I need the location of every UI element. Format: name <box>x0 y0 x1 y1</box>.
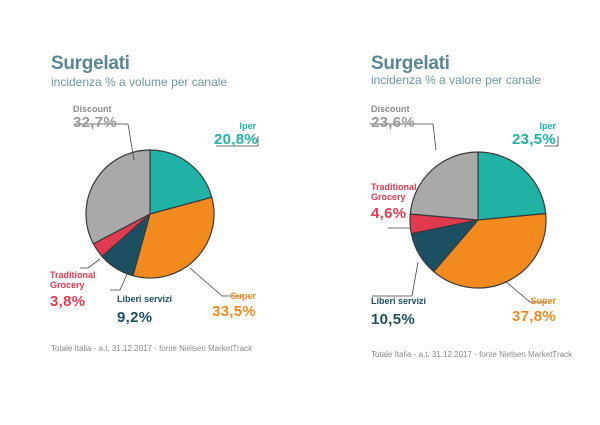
label-super-name: Super <box>530 296 556 306</box>
label-super-value: 33,5% <box>211 303 256 320</box>
pie-slice-discount <box>85 149 151 245</box>
pie-slice-super <box>433 213 547 289</box>
label-iper-value: 23,5% <box>511 131 556 148</box>
label-liberi-value: 10,5% <box>371 311 416 328</box>
chart-title: Surgelati <box>51 53 130 74</box>
chart-panel-valore: Surgelati incidenza % a valore per canal… <box>300 0 600 425</box>
chart-subtitle: incidenza % a volume per canale <box>51 75 228 89</box>
label-iper-value: 20,8% <box>214 131 259 148</box>
pie-slice-iper <box>149 149 213 215</box>
label-liberi-value: 9,2% <box>117 309 153 326</box>
chart-subtitle: incidenza % a valore per canale <box>371 73 542 87</box>
label-iper: Iper 23,5% <box>508 121 556 148</box>
label-trad-name-2: Grocery <box>371 192 406 202</box>
label-trad-value: 3,8% <box>50 293 86 310</box>
label-trad-value: 4,6% <box>371 205 407 222</box>
label-iper-name: Iper <box>239 121 256 131</box>
label-trad-name-1: Traditional <box>371 182 417 192</box>
label-super: Super 37,8% <box>508 296 556 325</box>
pie-slice-super <box>132 196 215 279</box>
label-discount: Discount 32,7% <box>73 104 117 131</box>
label-liberi-servizi: Liberi servizi 9,2% <box>117 294 172 326</box>
label-discount: Discount 23,6% <box>371 104 415 131</box>
pie-chart-volume <box>75 123 259 297</box>
label-trad-name-2: Grocery <box>50 280 85 290</box>
label-discount-name: Discount <box>73 104 112 114</box>
label-traditional-grocery: Traditional Grocery 3,8% <box>50 270 96 310</box>
label-discount-value: 23,6% <box>371 114 416 131</box>
label-trad-name-1: Traditional <box>50 270 96 280</box>
chart-panel-volume: Surgelati incidenza % a volume per canal… <box>50 53 259 353</box>
label-liberi-name: Liberi servizi <box>371 296 427 306</box>
label-super-name: Super <box>230 291 256 301</box>
pie-slice-discount <box>409 151 479 221</box>
label-discount-name: Discount <box>371 104 410 114</box>
label-liberi-servizi: Liberi servizi 10,5% <box>371 296 426 328</box>
label-traditional-grocery: Traditional Grocery 4,6% <box>371 182 417 222</box>
label-iper-name: Iper <box>539 121 556 131</box>
label-iper: Iper 20,8% <box>214 121 259 148</box>
label-liberi-name: Liberi servizi <box>117 294 173 304</box>
footnote: Totale Italia - a.t. 31.12.2017 - fonte … <box>371 350 573 359</box>
label-discount-value: 32,7% <box>73 114 118 131</box>
label-super: Super 33,5% <box>208 291 256 320</box>
label-super-value: 37,8% <box>511 308 556 325</box>
chart-title: Surgelati <box>371 53 450 74</box>
footnote: Totale Italia - a.t. 31.12.2017 - fonte … <box>51 344 253 353</box>
pie-chart-valore <box>370 123 559 303</box>
pie-slice-iper <box>477 151 547 221</box>
